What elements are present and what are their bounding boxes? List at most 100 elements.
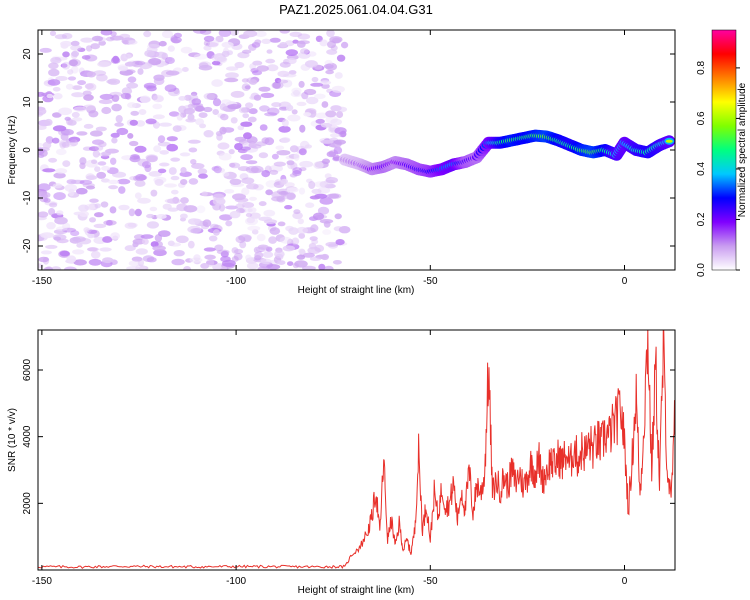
spectrogram-noise-cell	[175, 235, 189, 244]
spectrogram-noise-cell	[162, 203, 172, 210]
spectrogram-noise-cell	[291, 109, 298, 115]
spectrogram-noise-cell	[79, 179, 93, 185]
spectrogram-noise-cell	[291, 87, 302, 94]
spectrogram-noise-cell	[38, 107, 47, 116]
spectrogram-noise-cell	[258, 201, 267, 207]
colorbar-tick-label: 0.2	[696, 212, 707, 226]
spectrogram-noise-cell	[71, 85, 83, 90]
spectrogram-noise-cell	[147, 44, 160, 49]
spectrogram-noise-cell	[306, 96, 319, 105]
spectrogram-noise-cell	[111, 137, 118, 144]
spectrogram-noise-cell	[101, 165, 111, 171]
spectrogram-noise-cell	[130, 110, 139, 116]
spectrogram-noise-cell	[90, 130, 103, 137]
spectrogram-noise-cell	[315, 118, 325, 124]
spectrogram-noise-cell	[282, 79, 293, 88]
spectrogram-noise-cell	[83, 94, 94, 101]
spectrogram-noise-cell	[183, 266, 192, 270]
spectrogram-noise-cell	[156, 214, 167, 219]
spectrogram-noise-cell	[47, 79, 61, 86]
spectrogram-noise-cell	[255, 30, 267, 37]
spectrogram-noise-cell	[178, 96, 187, 101]
spectrogram-noise-cell	[284, 182, 295, 188]
spectrogram-noise-cell	[225, 72, 239, 79]
spectrogram-noise-cell	[271, 81, 284, 89]
x-tick-label: -50	[423, 276, 438, 287]
spectrogram-noise-cell	[53, 192, 66, 201]
spectrogram-noise-cell	[88, 258, 102, 266]
spectrogram-noise-cell	[67, 76, 77, 81]
spectrogram-noise-cell	[133, 175, 140, 182]
y-tick-label: 2000	[22, 492, 33, 515]
spectrogram-noise-cell	[258, 152, 269, 159]
spectrogram-noise-cell	[107, 78, 121, 85]
spectrogram-noise-cell	[124, 245, 136, 252]
spectrogram-noise-cell	[293, 209, 301, 215]
spectrogram-noise-cell	[220, 113, 229, 121]
spectrogram-noise-cell	[62, 160, 71, 168]
spectrogram-noise-cell	[94, 145, 104, 151]
spectrogram-noise-cell	[221, 41, 234, 48]
spectrogram-noise-cell	[305, 202, 315, 208]
spectrogram-noise-cell	[235, 235, 246, 244]
spectrogram-noise-cell	[331, 85, 345, 93]
spectrogram-noise-cell	[283, 73, 297, 78]
spectrogram-noise-cell	[326, 151, 336, 158]
spectrogram-noise-cell	[191, 98, 202, 106]
spectrogram-noise-cell	[197, 168, 208, 175]
spectrogram-noise-cell	[76, 187, 88, 195]
spectrogram-noise-cell	[259, 124, 268, 131]
spectrogram-noise-cell	[292, 212, 303, 220]
spectrogram-noise-cell	[88, 146, 99, 152]
spectrogram-noise-cell	[196, 205, 206, 214]
spectrogram-noise-cell	[198, 64, 213, 71]
spectrogram-noise-cell	[53, 93, 63, 100]
spectrogram-noise-cell	[135, 120, 146, 127]
spectrogram-noise-cell	[180, 197, 189, 204]
spectrogram-noise-cell	[248, 142, 257, 148]
spectrogram-noise-cell	[91, 159, 98, 164]
spectrogram-noise-cell	[219, 103, 227, 111]
spectrogram-noise-cell	[287, 261, 294, 266]
spectrogram-noise-cell	[62, 227, 76, 233]
spectrogram-noise-cell	[135, 248, 148, 255]
x-tick-label: -100	[226, 276, 246, 287]
spectrogram-noise-cell	[150, 189, 158, 197]
spectrogram-noise-cell	[332, 260, 342, 265]
spectrogram-noise-cell	[94, 166, 101, 173]
spectrogram-noise-cell	[135, 264, 147, 270]
spectrogram-noise-cell	[111, 103, 122, 112]
spectrogram-noise-cell	[256, 65, 269, 72]
y-tick-label: 20	[22, 48, 33, 60]
spectrogram-noise-cell	[332, 37, 341, 44]
spectrogram-noise-cell	[298, 80, 305, 88]
y-tick-label: 10	[22, 96, 33, 108]
spectrogram-noise-cell	[41, 192, 51, 199]
spectrogram-noise-cell	[82, 182, 95, 188]
spectrogram-noise-cell	[341, 41, 349, 49]
spectrogram-noise-cell	[180, 167, 187, 174]
spectrogram-noise-cell	[320, 139, 334, 144]
spectrogram-noise-cell	[114, 122, 124, 127]
spectrogram-noise-cell	[193, 254, 201, 261]
spectrogram-noise-cell	[38, 142, 44, 148]
spectrogram-noise-cell	[266, 264, 281, 270]
spectrogram-noise-cell	[76, 243, 83, 248]
spectrogram-noise-cell	[118, 186, 126, 194]
spectrogram-noise-cell	[217, 142, 230, 150]
spectrogram-noise-cell	[172, 125, 182, 132]
spectrogram-noise-cell	[51, 137, 60, 144]
spectrogram-noise-cell	[102, 236, 113, 243]
spectrogram-noise-cell	[148, 40, 161, 49]
spectrogram-noise-cell	[64, 266, 77, 270]
spectrogram-noise-cell	[278, 125, 291, 133]
spectrogram-noise-cell	[302, 265, 316, 270]
spectrogram-noise-cell	[247, 116, 257, 123]
spectrogram-noise-cell	[301, 91, 309, 100]
spectrogram-noise-cell	[72, 249, 85, 255]
spectrogram-noise-cell	[171, 189, 179, 195]
spectrogram-noise-cell	[203, 35, 215, 42]
spectrogram-noise-cell	[319, 39, 328, 47]
spectrogram-noise-cell	[234, 136, 247, 142]
